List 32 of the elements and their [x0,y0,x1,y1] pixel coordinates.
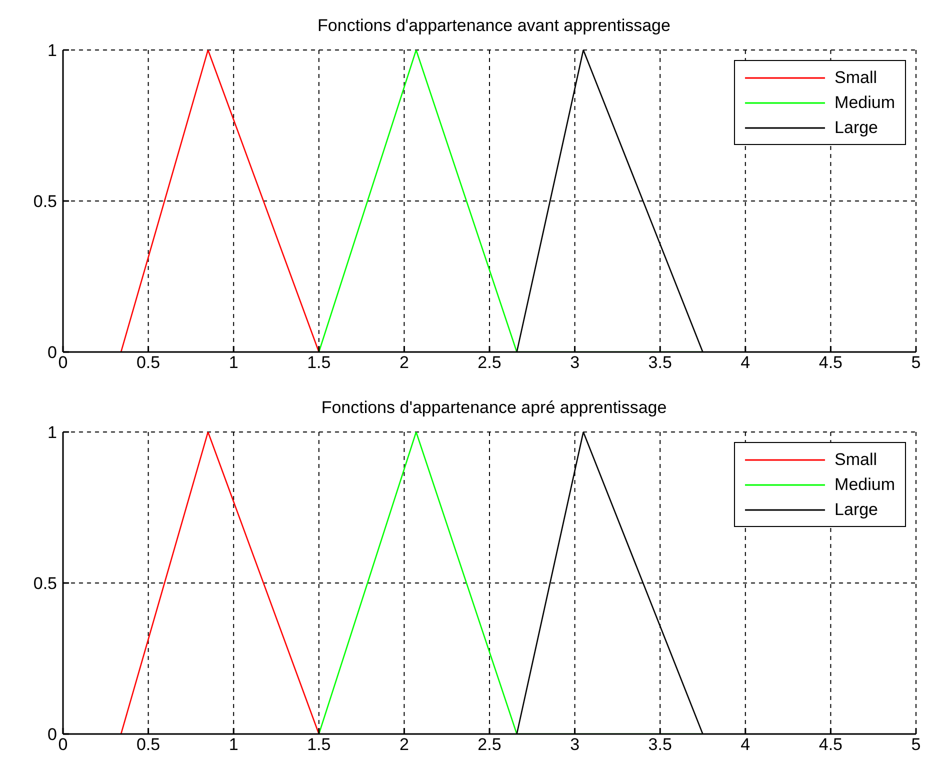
x-tick-label: 2 [399,735,409,754]
x-tick-label: 1.5 [307,353,331,372]
x-tick-label: 4.5 [818,735,843,754]
x-tick-label: 2 [399,353,409,372]
y-tick-label: 1 [48,41,57,60]
x-tick-label: 3 [570,353,580,372]
x-tick-label: 2.5 [478,353,502,372]
x-tick-label: 1 [228,735,238,754]
x-tick-label: 4 [740,353,750,372]
legend-label: Medium [834,474,895,494]
x-tick-label: 4 [740,735,750,754]
x-tick-label: 3.5 [648,735,672,754]
legend-label: Large [834,500,878,520]
chart-title: Fonctions d'appartenance apré apprentissage [320,398,668,418]
x-tick-label: 3 [570,735,580,754]
x-tick-label: 5 [911,735,921,754]
x-tick-label: 4.5 [818,353,843,372]
x-tick-label: 2.5 [478,735,502,754]
x-tick-label: 0.5 [136,353,160,372]
legend-label: Medium [834,92,895,112]
y-tick-label: 0.5 [33,574,57,594]
legend-label: Small [834,68,878,88]
x-tick-label: 0.5 [136,735,160,754]
legend-label: Large [834,118,878,138]
x-tick-label: 3.5 [648,353,672,372]
x-tick-label: 1 [228,353,238,372]
y-tick-label: 0.5 [33,192,57,212]
x-tick-label: 1.5 [307,735,331,754]
legend-label: Small [834,450,878,470]
chart-title: Fonctions d'appartenance avant apprentissage [316,16,672,36]
x-tick-label: 5 [911,353,921,372]
y-tick-label: 1 [48,423,57,442]
